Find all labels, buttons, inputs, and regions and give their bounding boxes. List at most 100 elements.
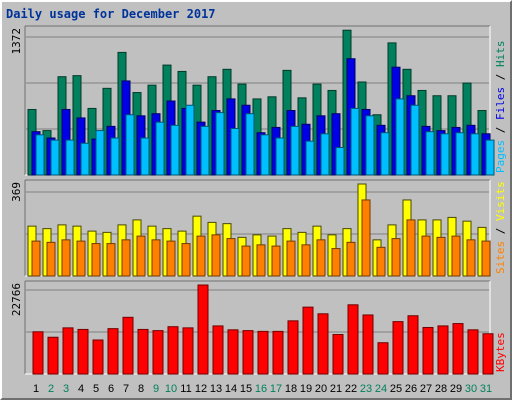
pages-bar [155, 121, 165, 176]
pages-bar [485, 139, 495, 176]
sites-bar [376, 246, 386, 277]
kbytes-bar [407, 315, 419, 375]
pages-bar [125, 114, 135, 176]
kbytes-bar [377, 342, 389, 375]
x-tick-label: 23 [360, 383, 372, 395]
kbytes-bar [107, 328, 119, 375]
pages-bar [290, 125, 300, 176]
pages-bar [245, 113, 255, 176]
kbytes-bar [302, 306, 314, 375]
kbytes-bar [422, 326, 434, 375]
panel-hits-files-pages: 1372 Pages / Files / Hits [10, 25, 507, 176]
kbytes-bar [362, 314, 374, 375]
pages-bar [395, 98, 405, 176]
sites-bar [406, 219, 416, 277]
x-tick-label: 5 [93, 383, 99, 395]
sites-bar [256, 244, 266, 277]
legend-part: / [494, 67, 507, 87]
kbytes-bar [47, 336, 59, 375]
sites-bar [346, 241, 356, 277]
kbytes-bar [197, 284, 209, 375]
sites-bar [451, 235, 461, 277]
x-tick-label: 2 [48, 383, 54, 395]
pages-bar [455, 132, 465, 176]
kbytes-bar [212, 325, 224, 375]
pages-bar [215, 112, 225, 176]
sites-bar [211, 234, 221, 277]
sites-bar [301, 244, 311, 277]
y-axis-max-label: 369 [10, 182, 23, 202]
pages-bar [425, 131, 435, 176]
sites-bar [241, 245, 251, 277]
sites-bar [106, 243, 116, 277]
pages-bar [380, 132, 390, 176]
panel-kbytes: 22766 KBytes [10, 280, 507, 375]
sites-bar [361, 199, 371, 277]
kbytes-bar [152, 330, 164, 375]
pages-bar [470, 133, 480, 176]
pages-bar [185, 104, 195, 176]
kbytes-bar [62, 327, 74, 375]
x-tick-label: 24 [375, 383, 387, 395]
kbytes-bar [182, 327, 194, 375]
pages-bar [95, 130, 105, 176]
pages-bar [335, 147, 345, 176]
x-tick-label: 26 [405, 383, 417, 395]
legend-part: Sites [494, 241, 507, 274]
legend-part: Pages [494, 140, 507, 173]
legend-part: / [494, 120, 507, 140]
sites-bar [316, 239, 326, 277]
pages-bar [80, 142, 90, 176]
x-tick-label: 10 [165, 383, 177, 395]
pages-bar [35, 134, 45, 176]
sites-bar [196, 235, 206, 277]
x-tick-label: 18 [285, 383, 297, 395]
y-axis-max-label: 1372 [10, 28, 23, 55]
sites-bar [391, 238, 401, 277]
pages-bar [365, 115, 375, 176]
x-tick-label: 29 [450, 383, 462, 395]
kbytes-bar [482, 333, 494, 375]
x-tick-label: 9 [153, 383, 159, 395]
pages-bar [230, 127, 240, 176]
sites-bar [166, 240, 176, 277]
x-tick-label: 17 [270, 383, 282, 395]
series-legend-label: Sites / Visits [494, 181, 507, 274]
sites-bar [286, 240, 296, 277]
kbytes-bar [332, 334, 344, 375]
sites-bar [181, 243, 191, 277]
kbytes-bar [92, 339, 104, 375]
kbytes-bar [347, 304, 359, 375]
pages-bar [410, 104, 420, 176]
pages-bar [110, 137, 120, 176]
sites-bar [421, 235, 431, 277]
x-tick-label: 4 [78, 383, 84, 395]
pages-bar [350, 107, 360, 176]
x-tick-label: 20 [315, 383, 327, 395]
kbytes-bar [137, 328, 149, 375]
panel-visits-sites: 369 Sites / Visits [10, 179, 507, 277]
sites-bar [436, 236, 446, 277]
legend-part: Visits [494, 181, 507, 221]
x-tick-label: 27 [420, 383, 432, 395]
legend-part: Files [494, 87, 507, 120]
sites-bar [121, 239, 131, 277]
x-tick-label: 16 [255, 383, 267, 395]
kbytes-bar [122, 316, 134, 375]
sites-bar [481, 240, 491, 277]
x-tick-label: 7 [123, 383, 129, 395]
kbytes-bar [287, 320, 299, 375]
x-tick-label: 12 [195, 383, 207, 395]
kbytes-bar [257, 330, 269, 375]
kbytes-bar [167, 326, 179, 375]
series-legend-label: Pages / Files / Hits [494, 41, 507, 174]
pages-bar [260, 134, 270, 176]
x-tick-label: 19 [300, 383, 312, 395]
sites-bar [136, 235, 146, 277]
sites-bar [271, 245, 281, 277]
kbytes-bar [317, 313, 329, 375]
x-tick-label: 1 [33, 383, 39, 395]
x-tick-label: 30 [465, 383, 477, 395]
x-tick-label: 11 [180, 383, 191, 395]
